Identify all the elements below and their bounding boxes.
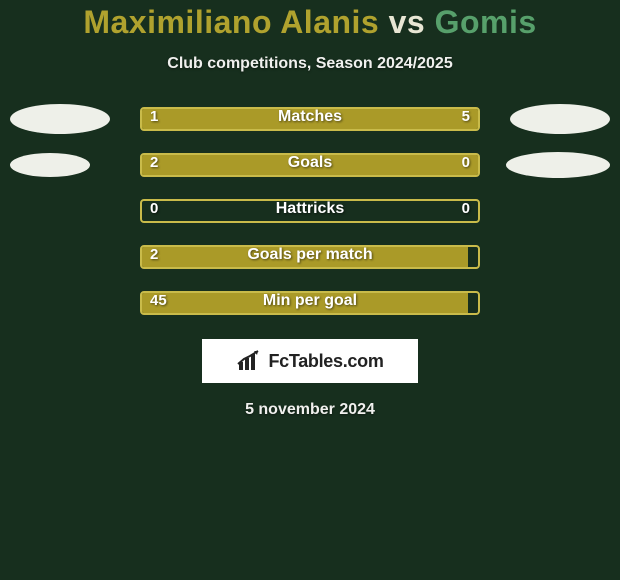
bar-chart-icon xyxy=(236,350,264,372)
stat-value-left: 2 xyxy=(140,151,168,175)
stat-bar xyxy=(140,245,480,269)
stat-bar xyxy=(140,107,480,131)
radar-ellipse-right xyxy=(506,152,610,178)
comparison-chart: Matches15Goals20Hattricks00Goals per mat… xyxy=(0,105,620,317)
stat-bar-right-fill xyxy=(202,109,478,129)
radar-ellipse-left xyxy=(10,104,110,134)
player1-name: Maximiliano Alanis xyxy=(83,4,379,40)
comparison-row: Matches15 xyxy=(0,105,620,133)
infographic-canvas: Maximiliano Alanis vs Gomis Club competi… xyxy=(0,0,620,580)
stat-value-left: 0 xyxy=(140,197,168,221)
stat-value-left: 1 xyxy=(140,105,168,129)
brand-text: FcTables.com xyxy=(268,351,383,372)
player2-name: Gomis xyxy=(435,4,537,40)
radar-ellipse-right xyxy=(510,104,610,134)
date-label: 5 november 2024 xyxy=(0,401,620,419)
stat-value-right: 0 xyxy=(452,197,480,221)
radar-ellipse-left xyxy=(10,153,90,177)
vs-label: vs xyxy=(389,4,426,40)
stat-value-right: 5 xyxy=(452,105,480,129)
brand-box: FcTables.com xyxy=(202,339,418,383)
stat-value-left: 45 xyxy=(140,289,177,313)
comparison-row: Min per goal45 xyxy=(0,289,620,317)
stat-bar-left-fill xyxy=(142,293,468,313)
stat-bar xyxy=(140,153,480,177)
comparison-row: Goals20 xyxy=(0,151,620,179)
stat-bar-left-fill xyxy=(142,155,401,175)
stat-bar xyxy=(140,291,480,315)
comparison-row: Goals per match2 xyxy=(0,243,620,271)
comparison-row: Hattricks00 xyxy=(0,197,620,225)
subtitle: Club competitions, Season 2024/2025 xyxy=(0,55,620,73)
stat-bar xyxy=(140,199,480,223)
stat-value-right: 0 xyxy=(452,151,480,175)
stat-value-left: 2 xyxy=(140,243,168,267)
stat-bar-left-fill xyxy=(142,247,468,267)
page-title: Maximiliano Alanis vs Gomis xyxy=(0,4,620,41)
